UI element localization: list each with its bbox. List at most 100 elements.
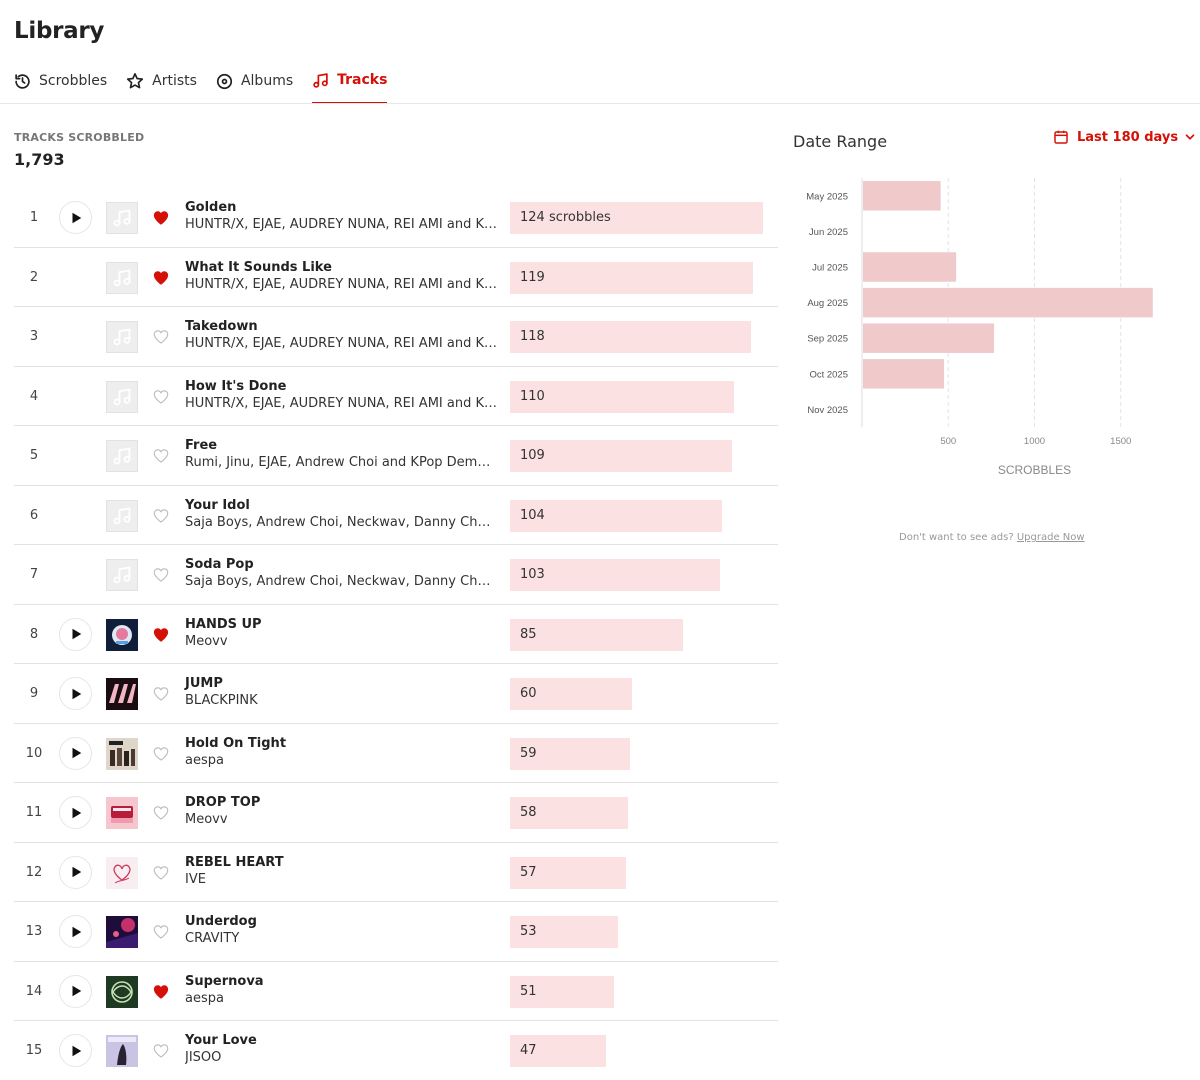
scrobble-count-bar[interactable]: 47 <box>510 1035 763 1067</box>
track-artist-link[interactable]: JISOO <box>185 1050 222 1065</box>
track-row[interactable]: 9 JUMP BLACKPINK 60 <box>14 664 778 724</box>
track-artist-link[interactable]: HUNTR/X, EJAE, AUDREY NUNA, REI AMI and … <box>185 217 497 232</box>
track-name-link[interactable]: What It Sounds Like <box>185 259 332 275</box>
date-range-picker[interactable]: Last 180 days <box>1053 129 1196 145</box>
track-artist-link[interactable]: Rumi, Jinu, EJAE, Andrew Choi and KPop D… <box>185 455 497 470</box>
album-cover[interactable] <box>106 975 138 1008</box>
track-artist-link[interactable]: Saja Boys, Andrew Choi, Neckwav, Danny C… <box>185 514 497 530</box>
track-artist-link[interactable]: HUNTR/X, EJAE, AUDREY NUNA, REI AMI and … <box>185 276 497 292</box>
play-button[interactable] <box>59 1034 92 1067</box>
scrobble-count-bar[interactable]: 51 <box>510 975 763 1008</box>
album-cover[interactable] <box>106 261 138 294</box>
track-row[interactable]: 5 Free Rumi, Jinu, EJAE, Andrew Choi and K… <box>14 426 778 486</box>
album-cover[interactable] <box>106 380 138 413</box>
play-button[interactable] <box>59 974 92 1008</box>
track-row[interactable]: 13 Underdog CRAVITY 53 <box>14 902 778 962</box>
scrobble-count-bar[interactable]: 58 <box>510 797 763 829</box>
chart-bar-aug-2025[interactable] <box>863 287 1153 318</box>
scrobble-count-bar[interactable]: 59 <box>510 737 763 770</box>
album-cover[interactable] <box>106 856 138 889</box>
track-name-link[interactable]: Soda Pop <box>185 557 254 572</box>
track-artist-link[interactable]: CRAVITY <box>185 931 240 946</box>
love-heart-icon[interactable] <box>152 269 170 287</box>
track-name-link[interactable]: Your Love <box>185 1033 257 1048</box>
track-row[interactable]: 2 What It Sounds Like HUNTR/X, EJAE, AUDRE… <box>14 248 778 307</box>
album-cover[interactable] <box>106 916 138 948</box>
track-row[interactable]: 6 Your Idol Saja Boys, Andrew Choi, Neckwa… <box>14 486 778 545</box>
chart-bar-may-2025[interactable] <box>863 181 941 211</box>
love-heart-icon[interactable] <box>152 864 170 882</box>
play-button[interactable] <box>59 201 92 234</box>
scrobble-count-bar[interactable]: 57 <box>510 856 763 889</box>
track-name-link[interactable]: HANDS UP <box>185 616 262 632</box>
track-name-link[interactable]: Your Idol <box>185 497 250 513</box>
track-name-link[interactable]: REBEL HEART <box>185 854 284 870</box>
track-artist-link[interactable]: HUNTR/X, EJAE, AUDREY NUNA, REI AMI and … <box>185 395 497 411</box>
track-row[interactable]: 10 Hold On Tight aespa 59 <box>14 724 778 783</box>
track-artist-link[interactable]: aespa <box>185 990 224 1006</box>
love-heart-icon[interactable] <box>152 983 170 1001</box>
track-name-link[interactable]: Underdog <box>185 914 257 929</box>
album-cover[interactable] <box>106 559 138 591</box>
play-button[interactable] <box>59 855 92 889</box>
track-artist-link[interactable]: Meovv <box>185 633 228 649</box>
love-heart-icon[interactable] <box>152 923 170 941</box>
love-heart-icon[interactable] <box>152 209 170 227</box>
track-name-link[interactable]: Golden <box>185 200 237 215</box>
scrobble-count-bar[interactable]: 119 <box>510 261 763 294</box>
love-heart-icon[interactable] <box>152 1042 170 1060</box>
album-cover[interactable] <box>106 618 138 651</box>
tab-albums[interactable]: Albums <box>216 66 293 96</box>
album-cover[interactable] <box>106 321 138 353</box>
play-button[interactable] <box>59 677 92 710</box>
track-artist-link[interactable]: BLACKPINK <box>185 693 258 708</box>
track-name-link[interactable]: DROP TOP <box>185 795 261 810</box>
track-row[interactable]: 4 How It's Done HUNTR/X, EJAE, AUDREY NUNA… <box>14 367 778 426</box>
album-cover[interactable] <box>106 202 138 234</box>
play-button[interactable] <box>59 915 92 948</box>
track-row[interactable]: 3 Takedown HUNTR/X, EJAE, AUDREY NUNA, REI… <box>14 307 778 367</box>
track-name-link[interactable]: How It's Done <box>185 378 287 394</box>
tab-scrobbles[interactable]: Scrobbles <box>14 66 107 96</box>
scrobble-count-bar[interactable]: 85 <box>510 618 763 651</box>
upgrade-now-link[interactable]: Upgrade Now <box>1016 532 1085 543</box>
scrobble-count-bar[interactable]: 60 <box>510 678 763 710</box>
track-row[interactable]: 7 Soda Pop Saja Boys, Andrew Choi, Neckwav… <box>14 545 778 605</box>
track-row[interactable]: 12 REBEL HEART IVE 57 <box>14 843 778 902</box>
scrobble-count-bar[interactable]: 104 <box>510 499 763 532</box>
love-heart-icon[interactable] <box>152 626 170 644</box>
album-cover[interactable] <box>106 737 138 770</box>
track-name-link[interactable]: Supernova <box>185 973 264 989</box>
scrobble-count-bar[interactable]: 110 <box>510 380 763 413</box>
album-cover[interactable] <box>106 797 138 829</box>
love-heart-icon[interactable] <box>152 685 170 703</box>
album-cover[interactable] <box>106 499 138 532</box>
love-heart-icon[interactable] <box>152 388 170 406</box>
scrobble-count-bar[interactable]: 118 <box>510 321 763 353</box>
track-row[interactable]: 11 DROP TOP Meovv 58 <box>14 783 778 843</box>
tab-artists[interactable]: Artists <box>126 66 197 96</box>
track-name-link[interactable]: JUMP <box>185 676 223 691</box>
love-heart-icon[interactable] <box>152 328 170 346</box>
love-heart-icon[interactable] <box>152 447 170 465</box>
track-artist-link[interactable]: HUNTR/X, EJAE, AUDREY NUNA, REI AMI and … <box>185 336 497 351</box>
track-artist-link[interactable]: Saja Boys, Andrew Choi, Neckwav, Danny C… <box>185 574 497 589</box>
play-button[interactable] <box>59 736 92 770</box>
chart-bar-jul-2025[interactable] <box>863 252 957 282</box>
love-heart-icon[interactable] <box>152 745 170 763</box>
track-name-link[interactable]: Hold On Tight <box>185 735 287 751</box>
tab-tracks[interactable]: Tracks <box>312 66 388 104</box>
track-row[interactable]: 14 Supernova aespa 51 <box>14 962 778 1021</box>
play-button[interactable] <box>59 796 92 829</box>
track-artist-link[interactable]: IVE <box>185 871 206 887</box>
track-artist-link[interactable]: aespa <box>185 752 224 768</box>
play-button[interactable] <box>59 617 92 651</box>
track-artist-link[interactable]: Meovv <box>185 812 228 827</box>
album-cover[interactable] <box>106 1035 138 1067</box>
track-name-link[interactable]: Takedown <box>185 319 258 334</box>
track-name-link[interactable]: Free <box>185 438 218 453</box>
love-heart-icon[interactable] <box>152 804 170 822</box>
album-cover[interactable] <box>106 678 138 710</box>
album-cover[interactable] <box>106 440 138 472</box>
scrobble-count-bar[interactable]: 53 <box>510 916 763 948</box>
